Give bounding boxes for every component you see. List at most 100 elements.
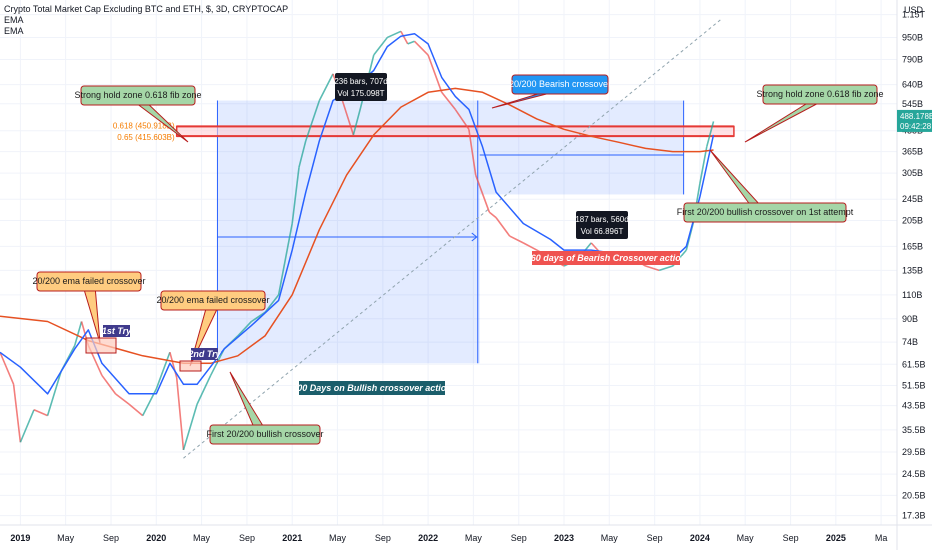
price-segment <box>73 321 83 346</box>
price-segment <box>427 54 443 93</box>
bullish-duration-label-bg <box>299 381 445 395</box>
bearish-measure-label-bars: 187 bars, 560d <box>575 215 628 224</box>
price-tick-label: 61.5B <box>902 359 926 369</box>
bearish-duration-label-bg <box>532 251 680 265</box>
time-tick-label: Ma <box>875 533 888 543</box>
time-tick-label: May <box>601 533 619 543</box>
price-segment <box>0 351 15 385</box>
price-segment <box>182 404 198 451</box>
bearish-measure-label[interactable]: 187 bars, 560d Vol 66.896T <box>575 211 629 239</box>
price-segment <box>19 409 35 443</box>
price-tick-label: 35.5B <box>902 425 926 435</box>
price-segment <box>237 320 253 337</box>
bearish-duration-label[interactable]: 560 days of Bearish Crossover action <box>526 251 687 265</box>
price-segment <box>705 121 715 148</box>
currency-label: USD <box>904 5 924 15</box>
price-segment <box>373 36 388 56</box>
price-segment <box>495 217 511 237</box>
time-tick-label: Sep <box>375 533 391 543</box>
callout-strong-hold-left[interactable]: Strong hold zone 0.618 fib zone <box>74 85 202 143</box>
price-tick-label: 305B <box>902 168 923 178</box>
callout-bearish-crossover-box <box>511 74 609 95</box>
price-segment <box>658 265 673 272</box>
price-segment <box>645 265 660 272</box>
time-tick-label: 2019 <box>10 533 30 543</box>
trendline[interactable] <box>183 19 721 459</box>
first-try-box[interactable] <box>85 337 117 354</box>
second-try-tag-text: 2nd Try <box>187 349 221 359</box>
price-segment <box>441 91 456 110</box>
callout-strong-hold-left-box <box>80 85 196 106</box>
second-try-tag[interactable]: 2nd Try <box>187 348 222 360</box>
callout-first-bullish-attempt[interactable]: First 20/200 bullish crossover on 1st at… <box>677 149 854 223</box>
fib-zone[interactable] <box>175 125 735 137</box>
price-segment <box>277 223 293 295</box>
time-tick-label: May <box>329 533 347 543</box>
price-segment <box>155 351 171 390</box>
first-try-tag[interactable]: 1st Try <box>102 325 132 337</box>
price-tick-label: 135B <box>902 265 923 275</box>
price-segment <box>33 409 48 417</box>
bearish-measure-zone[interactable] <box>479 100 684 195</box>
callout-strong-hold-left-text: Strong hold zone 0.618 fib zone <box>74 90 201 100</box>
callout-bearish-crossover[interactable]: 20/200 Bearish crossover <box>491 74 611 109</box>
first-try-tag-text: 1st Try <box>102 326 132 336</box>
price-segment <box>264 294 280 313</box>
price-tick-label: 545B <box>902 99 923 109</box>
indicator-legend-ema-2[interactable]: EMA <box>4 26 24 36</box>
price-segment <box>400 30 409 45</box>
time-tick-label: 2022 <box>418 533 438 543</box>
price-segment <box>115 393 130 405</box>
price-tick-label: 90B <box>902 314 918 324</box>
price-tick-label: 17.3B <box>902 511 926 521</box>
time-tick-label: 2023 <box>554 533 574 543</box>
bullish-measure-zone[interactable] <box>217 100 480 364</box>
price-tick-label: 640B <box>902 80 923 90</box>
callout-first-bullish-attempt-text: First 20/200 bullish crossover on 1st at… <box>677 207 854 217</box>
second-try-box[interactable] <box>179 360 202 372</box>
callout-strong-hold-right[interactable]: Strong hold zone 0.618 fib zone <box>744 84 884 143</box>
bullish-measure-label[interactable]: 236 bars, 707d Vol 175.098T <box>334 73 388 101</box>
price-tick-label: 245B <box>902 194 923 204</box>
price-segment <box>141 388 158 416</box>
callout-bearish-crossover-text: 20/200 Bearish crossover <box>509 79 611 89</box>
callout-first-bullish[interactable]: First 20/200 bullish crossover <box>206 371 324 445</box>
price-segment <box>101 374 117 395</box>
bullish-duration-label[interactable]: 700 Days on Bullish crossover action <box>292 381 452 395</box>
price-segment <box>407 40 415 45</box>
current-price-label: 488.178B <box>900 112 932 121</box>
callout-strong-hold-right-box <box>762 84 878 105</box>
bullish-measure-label-vol: Vol 175.098T <box>337 89 384 98</box>
price-segment <box>413 40 429 56</box>
bullish-arrow-head <box>471 232 478 242</box>
price-segment <box>454 108 470 130</box>
time-tick-label: Sep <box>511 533 527 543</box>
time-tick-label: Sep <box>239 533 255 543</box>
time-tick-label: May <box>193 533 211 543</box>
price-segment <box>522 242 538 251</box>
callout-failed-crossover-2-text: 20/200 ema failed crossover <box>156 295 269 305</box>
price-tick-label: 20.5B <box>902 490 926 500</box>
price-segment <box>175 377 185 451</box>
price-tick-label: 1.15T <box>902 10 926 20</box>
time-tick-label: 2020 <box>146 533 166 543</box>
callout-failed-crossover-1-text: 20/200 ema failed crossover <box>32 276 145 286</box>
time-tick-label: 2021 <box>282 533 302 543</box>
bullish-measure-label-bars: 236 bars, 707d <box>334 77 387 86</box>
price-tick-label: 365B <box>902 147 923 157</box>
ema-20-line <box>0 32 715 395</box>
time-tick-label: 2024 <box>690 533 710 543</box>
price-segment <box>196 375 212 405</box>
indicator-legend-ema-1[interactable]: EMA <box>4 15 24 25</box>
time-tick-label: May <box>465 533 483 543</box>
price-segment <box>318 73 334 101</box>
price-segment <box>468 129 477 176</box>
price-segment <box>12 384 22 443</box>
price-segment <box>699 146 708 184</box>
time-tick-label: Sep <box>103 533 119 543</box>
time-tick-label: 2025 <box>826 533 846 543</box>
fib-label-0618: 0.618 (450.918B) <box>113 121 175 130</box>
callout-failed-crossover-1[interactable]: 20/200 ema failed crossover <box>32 271 146 344</box>
